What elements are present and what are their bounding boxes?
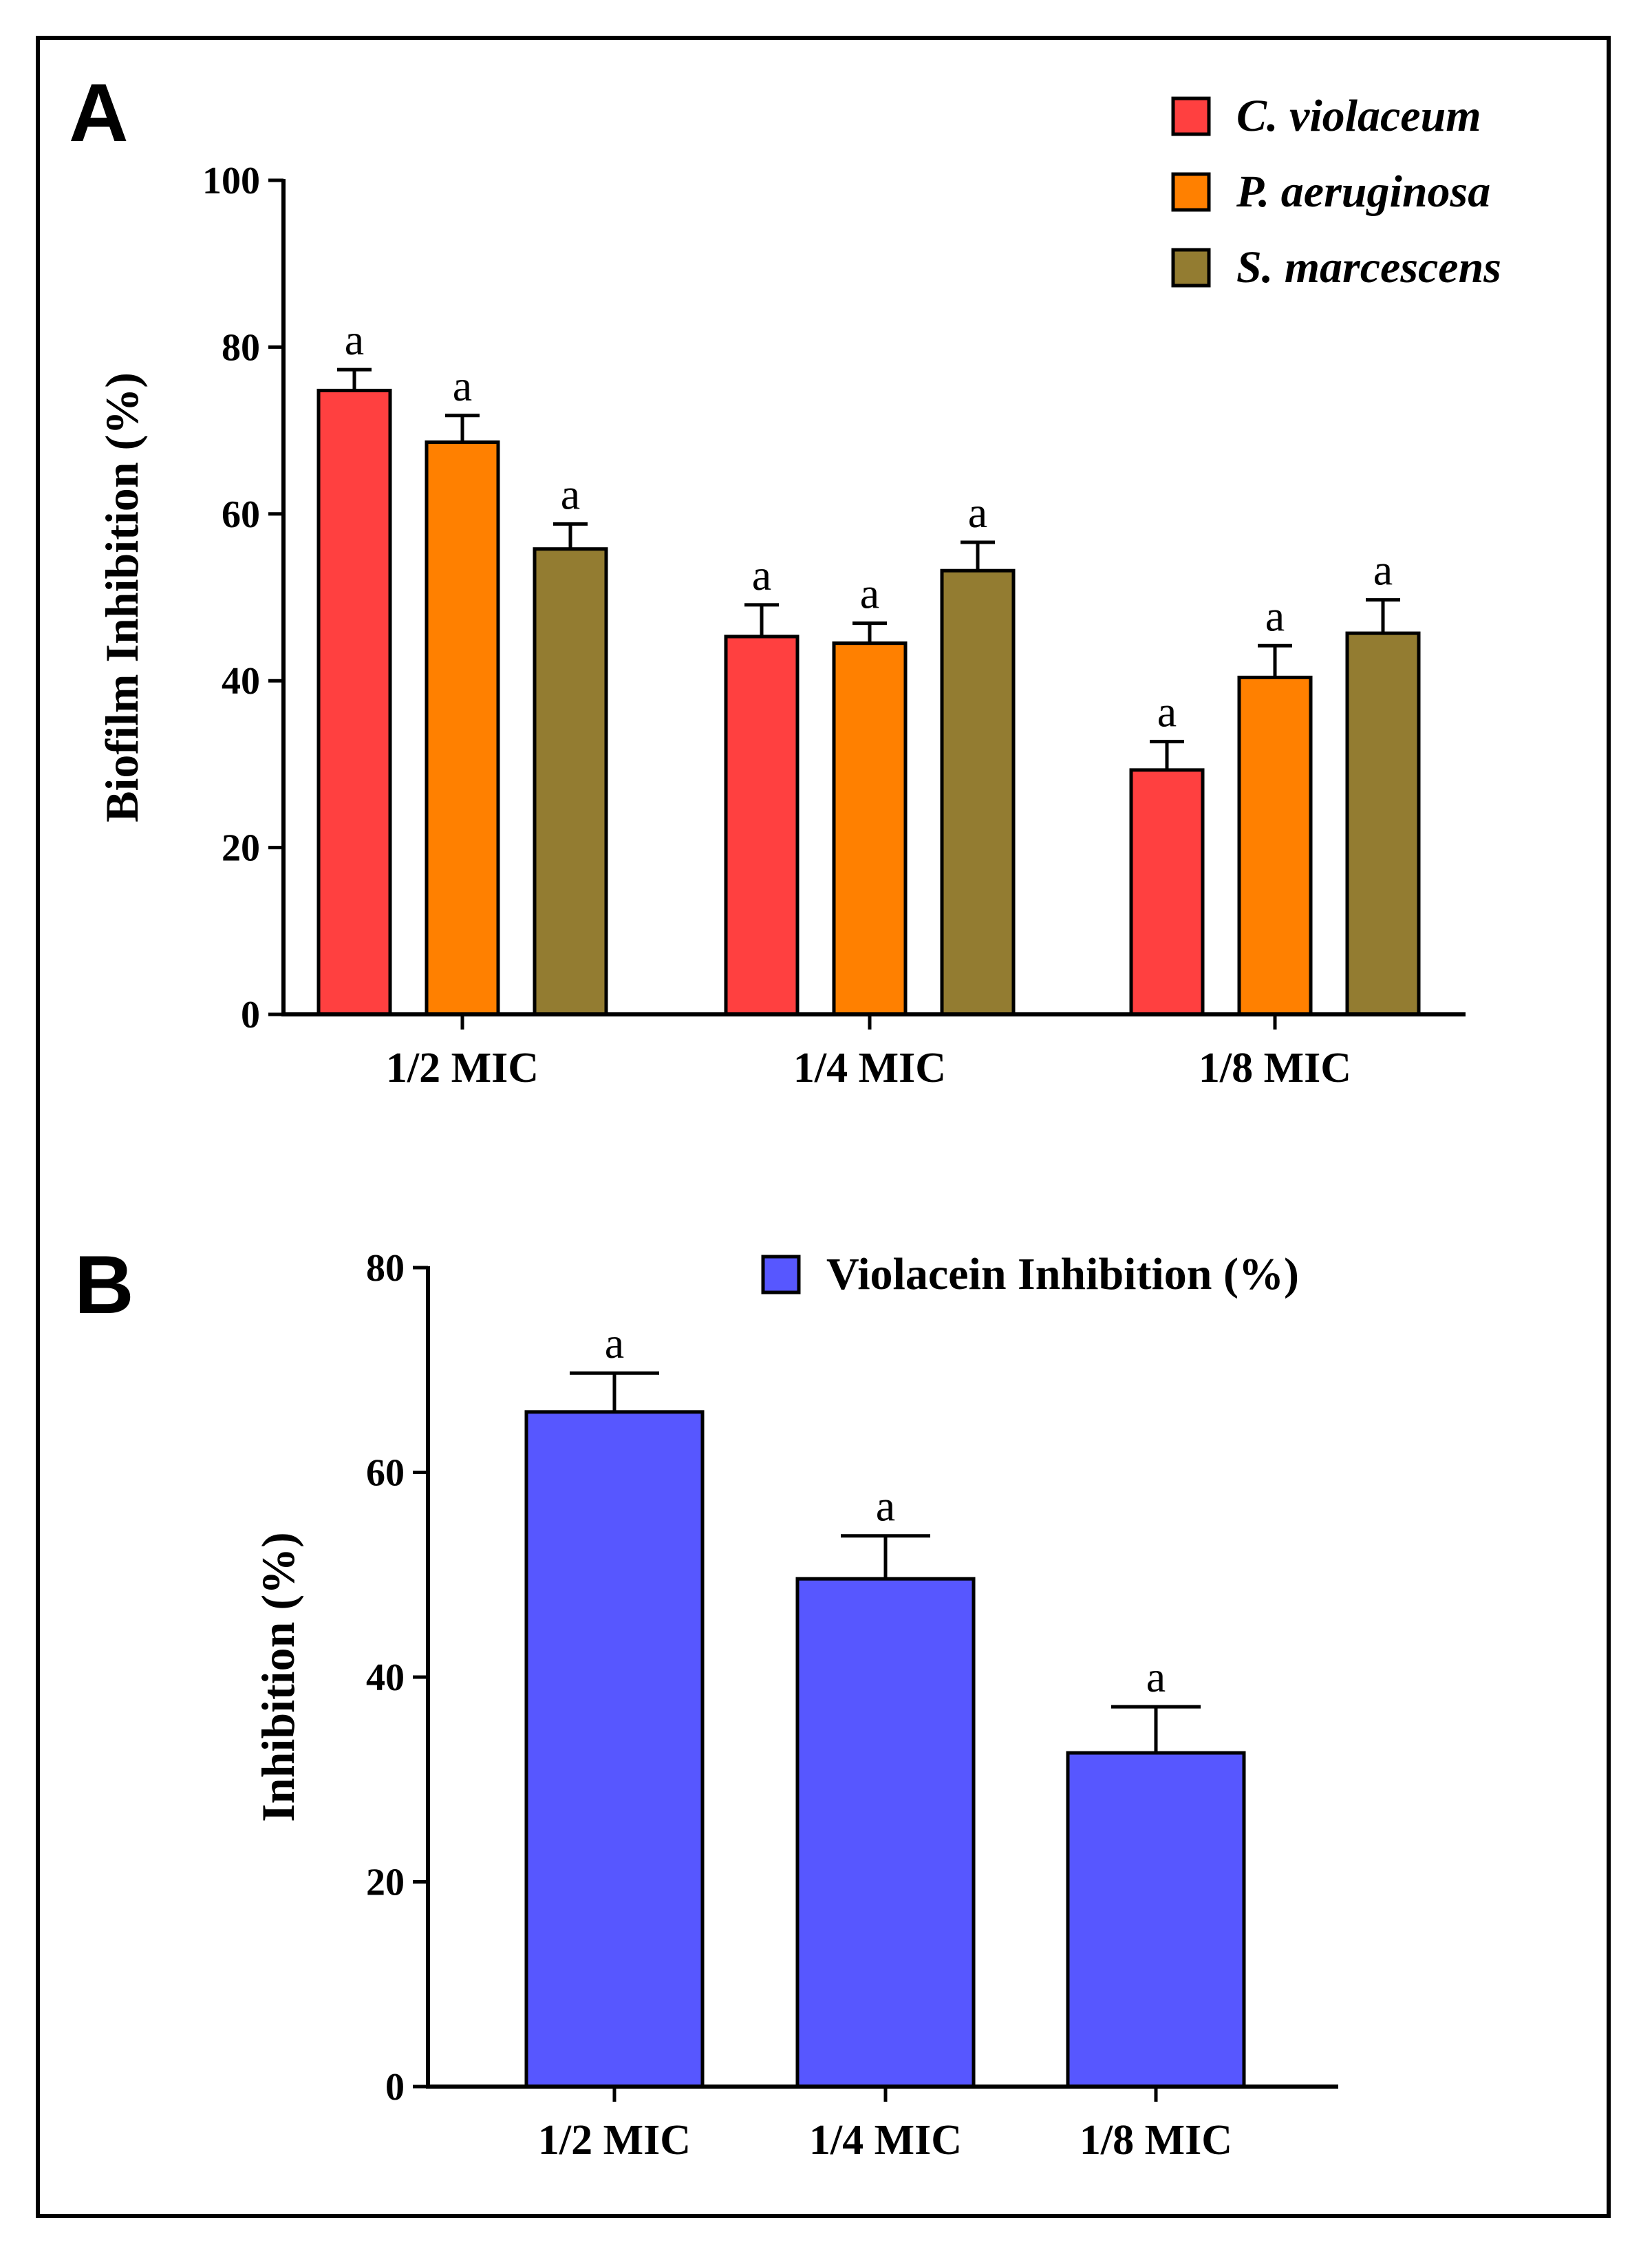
bar-1-3 <box>1066 1751 1246 2089</box>
y-tick-label-20: 20 <box>366 1862 405 1904</box>
x-tick-label-2: 1/4 MIC <box>809 2117 962 2164</box>
significance-label-1-2: a <box>752 551 771 599</box>
panel-label-a: A <box>69 67 129 159</box>
significance-label-3-1: a <box>561 469 580 518</box>
legend-swatch-1 <box>761 1255 801 1294</box>
y-tick-label-20: 20 <box>222 827 260 870</box>
y-tick-label-60: 60 <box>366 1452 405 1495</box>
significance-label-2-1: a <box>453 361 472 410</box>
figure-frame <box>36 36 1611 2218</box>
y-axis-title: Inhibition (%) <box>252 1532 304 1822</box>
significance-label-3-3: a <box>1373 546 1393 595</box>
bar-1-2 <box>795 1577 976 2089</box>
y-tick-label-60: 60 <box>222 493 260 536</box>
significance-label-1-2: a <box>876 1482 895 1531</box>
legend-label-1: Violacein Inhibition (%) <box>826 1249 1299 1299</box>
bar-2-3 <box>1237 675 1313 1016</box>
significance-label-3-2: a <box>968 488 987 537</box>
legend-label-1: C. violaceum <box>1236 91 1481 141</box>
y-tick-label-0: 0 <box>385 2066 405 2109</box>
legend-swatch-1 <box>1171 96 1211 136</box>
chart-a: a a a a a a a a a 0 20 40 60 80 100 1/2 MIC 1/4 MIC 1/8 M… <box>96 91 1501 1091</box>
significance-label-1-3: a <box>1146 1652 1166 1701</box>
legend-swatch-3 <box>1171 248 1211 288</box>
bar-3-3 <box>1345 631 1421 1016</box>
y-axis-title: Biofilm Inhibition (%) <box>96 372 148 822</box>
bar-1-1 <box>317 388 392 1016</box>
significance-label-1-1: a <box>345 315 364 364</box>
y-tick-label-80: 80 <box>366 1247 405 1290</box>
y-tick-label-100: 100 <box>202 160 260 202</box>
significance-label-1-3: a <box>1157 687 1177 736</box>
legend-label-2: P. aeruginosa <box>1236 167 1490 217</box>
x-tick-label-1: 1/2 MIC <box>386 1045 539 1091</box>
bar-1-2 <box>724 635 800 1016</box>
x-tick-label-3: 1/8 MIC <box>1080 2117 1232 2164</box>
panel-label-b: B <box>74 1239 134 1331</box>
bar-2-2 <box>832 641 908 1016</box>
bar-1-1 <box>524 1410 705 2089</box>
bar-1-3 <box>1129 768 1205 1016</box>
chart-b: a a a 0 20 40 60 80 1/2 MIC 1/4 MIC 1/8 MIC Inhibit… <box>252 1247 1338 2164</box>
x-tick-label-3: 1/8 MIC <box>1199 1045 1351 1091</box>
y-tick-label-80: 80 <box>222 326 260 369</box>
y-tick-label-40: 40 <box>222 660 260 703</box>
y-tick-label-0: 0 <box>241 994 260 1036</box>
x-tick-label-2: 1/4 MIC <box>793 1045 946 1091</box>
bar-2-1 <box>425 440 500 1016</box>
bar-3-2 <box>940 568 1016 1016</box>
legend-swatch-2 <box>1171 172 1211 212</box>
significance-label-2-2: a <box>860 569 879 618</box>
x-tick-label-1: 1/2 MIC <box>538 2117 691 2164</box>
y-tick-label-40: 40 <box>366 1656 405 1699</box>
legend-label-3: S. marcescens <box>1236 242 1501 292</box>
significance-label-1-1: a <box>605 1319 624 1367</box>
significance-label-2-3: a <box>1265 591 1285 640</box>
bar-3-1 <box>533 547 608 1016</box>
